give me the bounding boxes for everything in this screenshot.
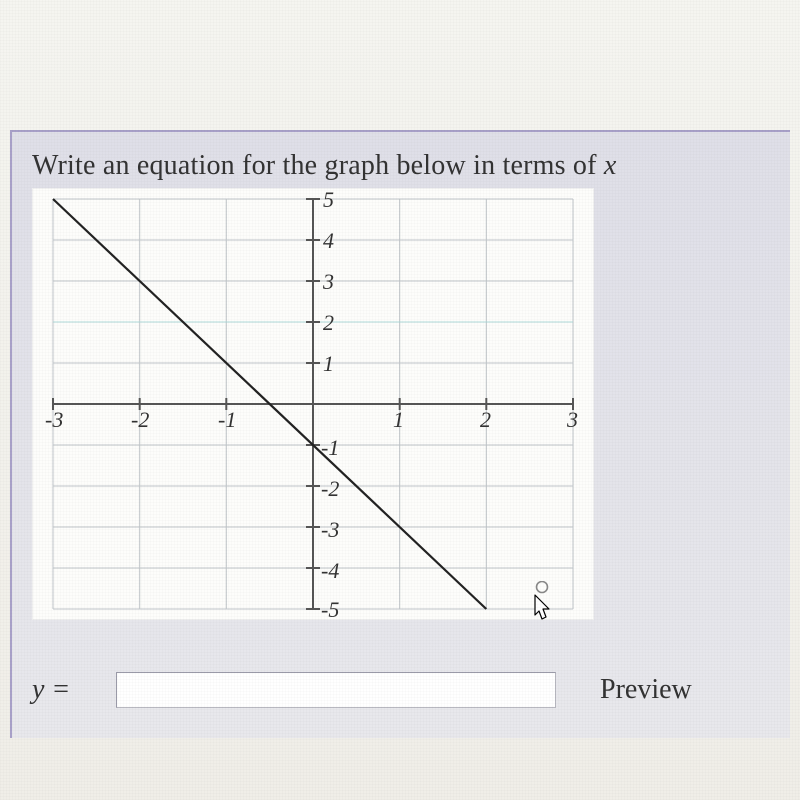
ylabel-neg5: -5 [321, 597, 339, 619]
xlabel-3: 3 [566, 407, 578, 432]
ylabel-1: 1 [323, 351, 334, 376]
prompt-x-var: x [604, 150, 617, 181]
answer-row: y = Preview [32, 672, 770, 708]
ylabel-5: 5 [323, 189, 334, 212]
y-equals-label: y = [32, 674, 102, 706]
axes [53, 199, 573, 609]
graph-svg: -3 -2 -1 1 2 3 5 4 3 2 1 -1 -2 -3 -4 -5 [33, 189, 593, 619]
xlabel-neg1: -1 [218, 407, 236, 432]
answer-input[interactable] [116, 672, 556, 708]
ylabel-2: 2 [323, 310, 334, 335]
graph: -3 -2 -1 1 2 3 5 4 3 2 1 -1 -2 -3 -4 -5 [32, 188, 594, 620]
question-prompt: Write an equation for the graph below in… [32, 150, 770, 182]
ylabel-neg2: -2 [321, 476, 339, 501]
page: Write an equation for the graph below in… [0, 0, 800, 738]
prompt-text: Write an equation for the graph below in… [32, 150, 604, 181]
ylabel-neg3: -3 [321, 517, 339, 542]
xlabel-neg3: -3 [45, 407, 63, 432]
ylabel-4: 4 [323, 228, 334, 253]
question-panel: Write an equation for the graph below in… [10, 130, 790, 738]
ylabel-neg4: -4 [321, 558, 339, 583]
preview-button[interactable]: Preview [600, 674, 692, 706]
ylabel-3: 3 [322, 269, 334, 294]
xlabel-1: 1 [393, 407, 404, 432]
xlabel-neg2: -2 [131, 407, 149, 432]
xlabel-2: 2 [480, 407, 491, 432]
